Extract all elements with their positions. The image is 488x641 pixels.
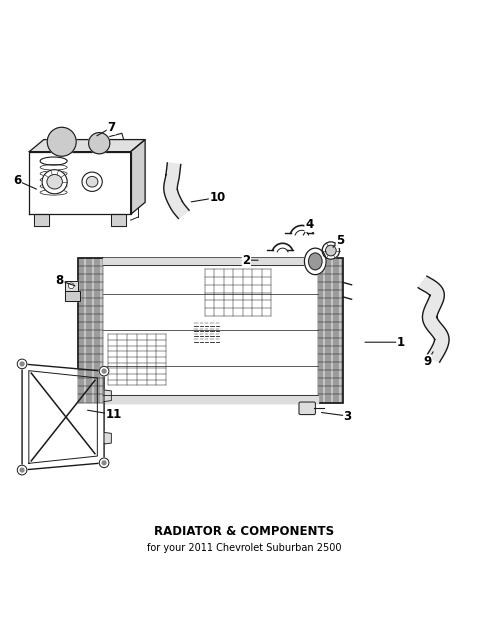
Bar <box>103 395 318 403</box>
Text: 7: 7 <box>107 121 115 134</box>
Circle shape <box>99 367 109 376</box>
Circle shape <box>20 468 24 472</box>
Circle shape <box>17 359 27 369</box>
Bar <box>64 281 78 290</box>
Ellipse shape <box>308 253 322 270</box>
Ellipse shape <box>47 174 62 189</box>
Circle shape <box>325 246 336 256</box>
Bar <box>64 290 80 301</box>
Bar <box>103 258 318 265</box>
Ellipse shape <box>305 248 326 274</box>
Text: 1: 1 <box>397 336 405 349</box>
Polygon shape <box>418 276 449 362</box>
FancyBboxPatch shape <box>299 402 315 415</box>
Polygon shape <box>131 140 145 214</box>
Circle shape <box>322 242 340 259</box>
Text: RADIATOR & COMPONENTS: RADIATOR & COMPONENTS <box>154 526 334 538</box>
Polygon shape <box>164 163 189 219</box>
Circle shape <box>47 128 76 156</box>
Text: 8: 8 <box>56 274 64 287</box>
Circle shape <box>102 369 106 373</box>
Circle shape <box>17 465 27 475</box>
Circle shape <box>20 362 24 366</box>
Text: 6: 6 <box>13 174 21 187</box>
Polygon shape <box>34 214 49 226</box>
Ellipse shape <box>82 172 102 192</box>
Text: 9: 9 <box>423 355 431 368</box>
Text: for your 2011 Chevrolet Suburban 2500: for your 2011 Chevrolet Suburban 2500 <box>147 543 341 553</box>
Circle shape <box>68 283 74 288</box>
Circle shape <box>99 458 109 468</box>
Text: 2: 2 <box>243 254 250 267</box>
Polygon shape <box>22 364 104 470</box>
Text: 5: 5 <box>336 235 345 247</box>
Ellipse shape <box>42 170 67 194</box>
Polygon shape <box>29 140 145 152</box>
Text: 3: 3 <box>344 410 352 422</box>
Ellipse shape <box>40 157 67 165</box>
Circle shape <box>89 133 110 154</box>
Text: 10: 10 <box>209 191 225 204</box>
Text: 4: 4 <box>305 219 313 231</box>
Bar <box>78 258 343 403</box>
Bar <box>64 290 80 301</box>
Bar <box>64 281 78 290</box>
Polygon shape <box>104 433 111 444</box>
Polygon shape <box>29 152 131 214</box>
Ellipse shape <box>86 176 98 187</box>
Polygon shape <box>104 390 111 401</box>
Circle shape <box>102 461 106 465</box>
Polygon shape <box>111 214 126 226</box>
Text: 11: 11 <box>105 408 122 421</box>
